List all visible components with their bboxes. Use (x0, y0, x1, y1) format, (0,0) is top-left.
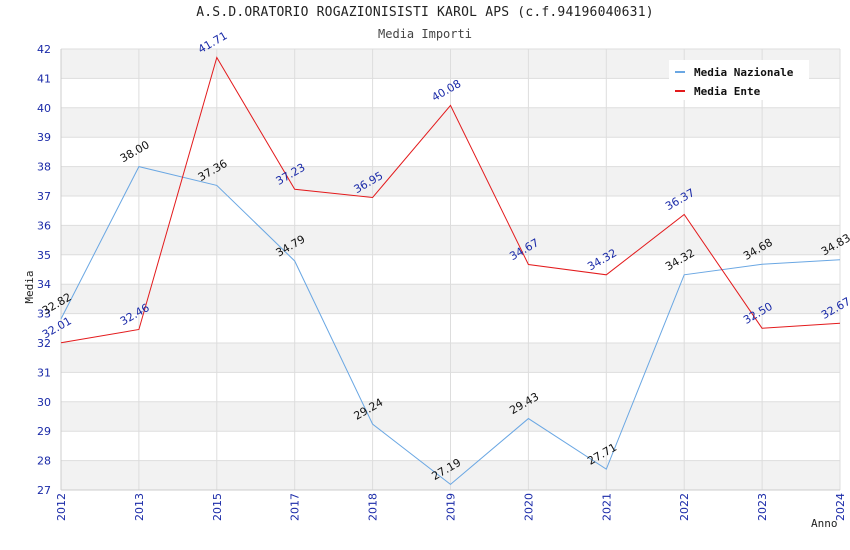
series-group (60, 56, 841, 486)
y-tick-label: 37 (37, 190, 51, 203)
chart-subtitle: Media Importi (378, 27, 472, 41)
series-line-media-ente (60, 56, 841, 344)
x-tick-label: 2024 (834, 493, 847, 521)
x-tick-label: 2023 (756, 493, 769, 521)
x-tick-label: 2020 (522, 493, 535, 521)
x-tick-label: 2018 (367, 493, 380, 521)
legend: Media Nazionale Media Ente (669, 60, 809, 100)
y-tick-label: 36 (37, 219, 51, 232)
series-line-media-nazionale (60, 166, 841, 486)
y-tick-label: 27 (37, 484, 51, 497)
y-axis-label: Media (23, 270, 36, 303)
x-tick-label: 2019 (445, 493, 458, 521)
x-axis-ticks: 2012 2013 2015 2017 2018 2019 2020 2021 2022 2023… (55, 493, 847, 521)
y-tick-label: 31 (37, 366, 51, 379)
x-axis-label: Anno (811, 517, 838, 530)
y-tick-label: 33 (37, 308, 51, 321)
y-tick-label: 38 (37, 161, 51, 174)
y-tick-label: 29 (37, 425, 51, 438)
x-tick-label: 2017 (289, 493, 302, 521)
x-tick-label: 2021 (600, 493, 613, 521)
y-tick-label: 34 (37, 278, 51, 291)
y-tick-label: 35 (37, 249, 51, 262)
x-tick-label: 2013 (133, 493, 146, 521)
y-tick-label: 32 (37, 337, 51, 350)
grid-lines (60, 48, 841, 491)
y-tick-label: 41 (37, 72, 51, 85)
axes (60, 49, 840, 491)
y-tick-label: 39 (37, 131, 51, 144)
x-tick-label: 2022 (678, 493, 691, 521)
x-tick-label: 2012 (55, 493, 68, 521)
y-tick-label: 40 (37, 102, 51, 115)
y-axis-ticks: 27 28 29 30 31 32 33 34 35 36 37 38 39 40 41 42 (37, 43, 51, 497)
legend-box (669, 60, 809, 100)
chart-title: A.S.D.ORATORIO ROGAZIONISISTI KAROL APS … (196, 5, 654, 20)
y-tick-label: 42 (37, 43, 51, 56)
y-tick-label: 28 (37, 455, 51, 468)
legend-label: Media Nazionale (694, 66, 794, 79)
y-tick-label: 30 (37, 396, 51, 409)
x-tick-label: 2015 (211, 493, 224, 521)
legend-label: Media Ente (694, 85, 761, 98)
